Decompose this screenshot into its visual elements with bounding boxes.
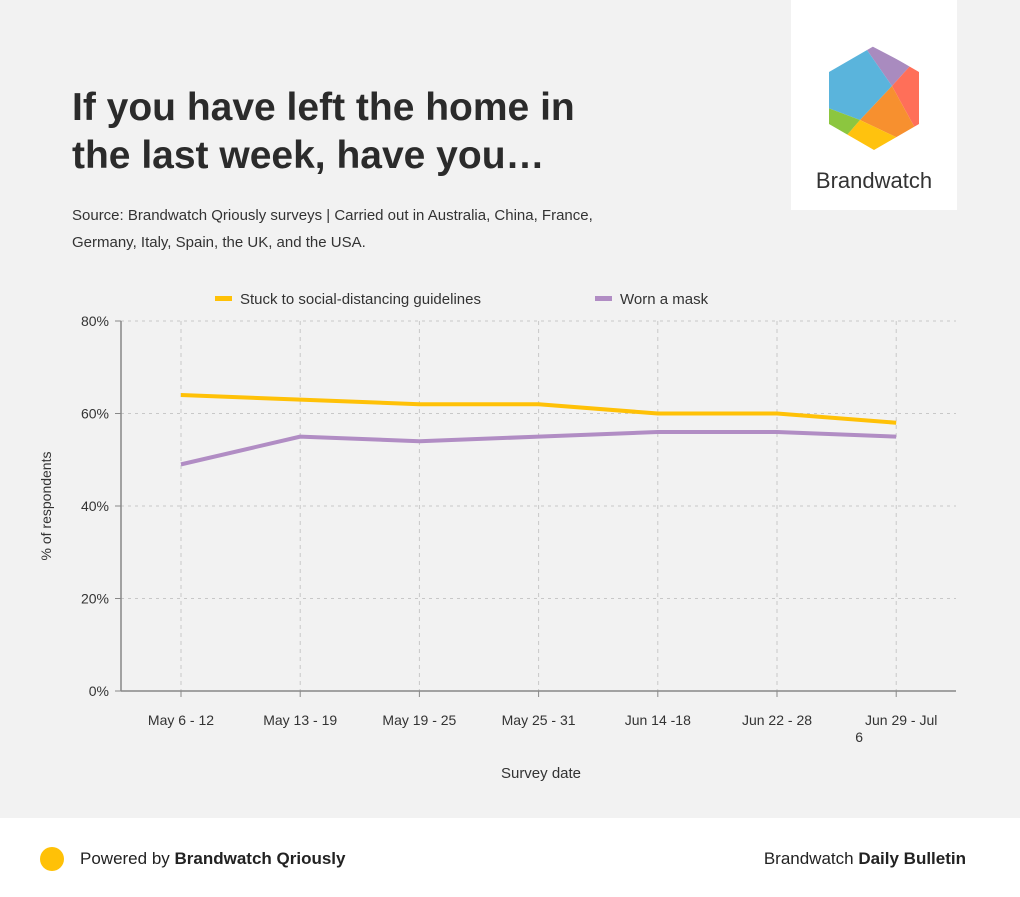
y-tick-label: 60% — [81, 406, 109, 422]
x-tick-label: Jun 22 - 28 — [742, 712, 812, 728]
powered-prefix: Powered by — [80, 849, 175, 868]
x-axis-title: Survey date — [501, 765, 581, 782]
x-tick-label: Jun 29 - Jul 6 — [855, 712, 937, 745]
bulletin-bold: Daily Bulletin — [858, 849, 966, 868]
legend-label: Worn a mask — [620, 291, 709, 308]
x-tick-line: Jun 29 - Jul — [865, 712, 937, 728]
logo-facet — [892, 60, 919, 130]
qriously-dot-icon — [40, 847, 64, 871]
y-axis-title: % of respondents — [38, 452, 54, 561]
bulletin-prefix: Brandwatch — [763, 849, 859, 868]
legend-label: Stuck to social-distancing guidelines — [240, 291, 481, 308]
hexagon-logo-icon — [829, 46, 919, 150]
x-tick-label: May 25 - 31 — [502, 712, 576, 728]
logo-facet — [860, 46, 910, 86]
y-tick-label: 0% — [89, 683, 109, 699]
page-title: If you have left the home in the last we… — [72, 86, 575, 177]
legend-swatch — [595, 296, 612, 301]
logo-facet — [860, 86, 915, 138]
source-note: Source: Brandwatch Qriously surveys | Ca… — [72, 207, 593, 251]
x-tick-line: 6 — [855, 729, 863, 745]
powered-brand: Brandwatch Qriously — [174, 849, 346, 868]
x-tick-label: Jun 14 -18 — [625, 712, 691, 728]
powered-by: Powered by Brandwatch Qriously — [80, 849, 345, 869]
x-tick-label: May 19 - 25 — [382, 712, 456, 728]
y-tick-label: 40% — [81, 498, 109, 514]
chart-panel: Brandwatch If you have left the home in … — [0, 0, 1020, 818]
line-chart: 0% 20% 40% 60% 80% May 6 - 12 May 13 - 19 May 1… — [38, 291, 956, 782]
logo-text: Brandwatch — [815, 168, 933, 193]
brandwatch-logo: Brandwatch — [791, 0, 957, 210]
x-tick-label: May 6 - 12 — [148, 712, 214, 728]
y-tick-label: 80% — [81, 313, 109, 329]
y-tick-label: 20% — [81, 591, 109, 607]
daily-bulletin: Brandwatch Daily Bulletin — [764, 849, 966, 869]
legend-swatch — [215, 296, 232, 301]
logo-facet — [840, 120, 898, 150]
x-tick-label: May 13 - 19 — [263, 712, 337, 728]
